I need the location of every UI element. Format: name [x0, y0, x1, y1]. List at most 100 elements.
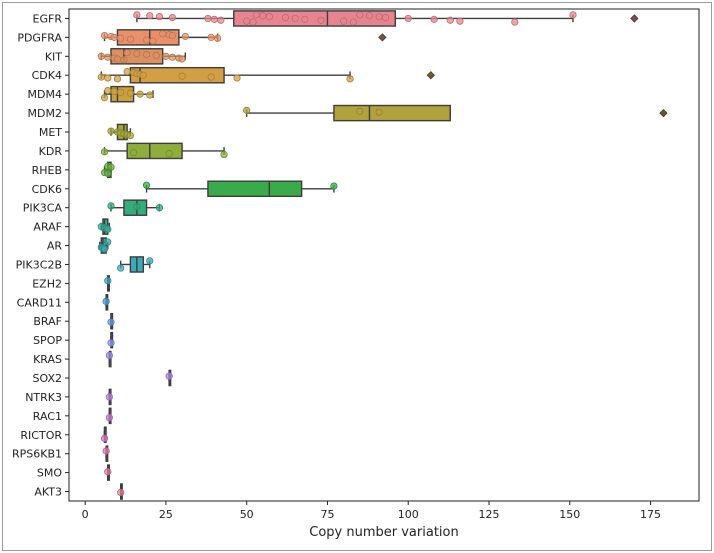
data-point — [291, 14, 299, 23]
box-rheb — [100, 161, 115, 179]
x-axis-title: Copy number variation — [309, 525, 458, 540]
data-point — [265, 13, 273, 21]
box-pik3c2b — [117, 256, 154, 273]
data-point — [365, 12, 374, 20]
data-point — [210, 15, 218, 23]
y-tick-label: EZH2 — [32, 277, 62, 290]
box-kdr — [100, 142, 228, 160]
data-point — [349, 18, 357, 26]
data-point — [382, 13, 390, 22]
box-cdk6 — [142, 180, 338, 198]
box-sox2 — [165, 369, 173, 387]
data-point — [178, 55, 186, 63]
x-tick-label: 0 — [82, 508, 89, 521]
x-axis: 0 25 50 75 100 125 150 175 — [82, 501, 661, 521]
y-tick-label: PDGFRA — [17, 31, 62, 44]
outlier-marker — [659, 108, 668, 118]
box-rps6kb1 — [102, 445, 110, 462]
data-point — [207, 73, 215, 81]
data-point — [217, 16, 225, 24]
y-tick-label: PIK3C2B — [16, 258, 62, 271]
data-point — [104, 468, 112, 476]
y-tick-label: AR — [47, 240, 63, 253]
plot-border — [68, 8, 700, 502]
data-point — [102, 297, 110, 306]
box-spop — [107, 331, 115, 349]
x-tick-label: 125 — [479, 508, 500, 521]
data-point — [97, 52, 105, 60]
y-tick-label: RPS6KB1 — [12, 448, 62, 461]
data-point — [104, 86, 112, 95]
data-point — [107, 318, 115, 326]
box-pik3ca — [107, 199, 164, 216]
data-point — [155, 204, 164, 212]
data-point — [249, 18, 257, 26]
data-point — [126, 132, 134, 140]
data-point — [126, 35, 134, 43]
data-point — [130, 149, 138, 157]
y-tick-label: MET — [39, 126, 62, 139]
data-point — [146, 91, 154, 99]
y-tick-label: MDM4 — [28, 88, 62, 101]
data-point — [110, 87, 118, 96]
y-tick-label: KIT — [45, 50, 62, 63]
data-point — [117, 88, 125, 96]
plot-layer — [97, 10, 668, 500]
data-point — [243, 106, 251, 114]
data-point — [178, 72, 186, 80]
x-tick-label: 75 — [320, 508, 334, 521]
iqr-box — [333, 104, 451, 122]
box-ezh2 — [104, 275, 112, 292]
y-tick-label: EGFR — [33, 12, 63, 25]
data-point — [139, 71, 147, 79]
box-cdk4 — [97, 66, 436, 84]
data-point — [404, 14, 412, 23]
y-tick-label: PIK3CA — [23, 202, 63, 215]
data-point — [146, 257, 154, 265]
data-point — [104, 277, 112, 285]
box-kras — [105, 350, 113, 368]
outlier-marker — [426, 71, 436, 80]
y-tick-label: BRAF — [33, 315, 62, 328]
box-akt3 — [117, 483, 125, 500]
data-point — [330, 182, 338, 190]
data-point — [181, 32, 189, 41]
y-tick-label: KDR — [39, 145, 63, 158]
data-point — [136, 90, 144, 98]
data-point — [162, 52, 170, 60]
data-point — [252, 11, 260, 19]
data-point — [204, 14, 212, 23]
data-point — [243, 17, 251, 25]
data-point — [107, 163, 115, 171]
data-point — [511, 18, 519, 26]
y-tick-label: AKT3 — [34, 486, 62, 499]
data-point — [100, 94, 109, 102]
x-tick-label: 50 — [240, 508, 254, 521]
data-point — [105, 414, 113, 422]
y-tick-label: RICTOR — [20, 429, 62, 442]
outlier-marker — [630, 14, 639, 23]
data-point — [301, 15, 309, 23]
data-point — [456, 17, 464, 25]
data-point — [100, 245, 109, 253]
y-tick-label: CDK6 — [32, 183, 62, 196]
box-araf — [97, 218, 112, 235]
y-tick-label: CDK4 — [32, 69, 62, 82]
data-point — [430, 15, 438, 23]
data-point — [120, 56, 128, 64]
data-point — [107, 127, 115, 135]
box-braf — [107, 312, 115, 330]
data-point — [97, 73, 105, 81]
data-point — [214, 34, 222, 42]
y-tick-label: MDM2 — [28, 107, 62, 120]
data-point — [117, 264, 125, 272]
data-point — [142, 181, 151, 189]
data-point — [104, 53, 112, 61]
data-point — [446, 16, 454, 24]
outlier-marker — [378, 33, 387, 42]
y-tick-label: RHEB — [32, 164, 62, 177]
data-point — [220, 150, 228, 159]
box-kit — [97, 48, 187, 65]
data-point — [152, 51, 160, 60]
data-point — [375, 13, 383, 21]
